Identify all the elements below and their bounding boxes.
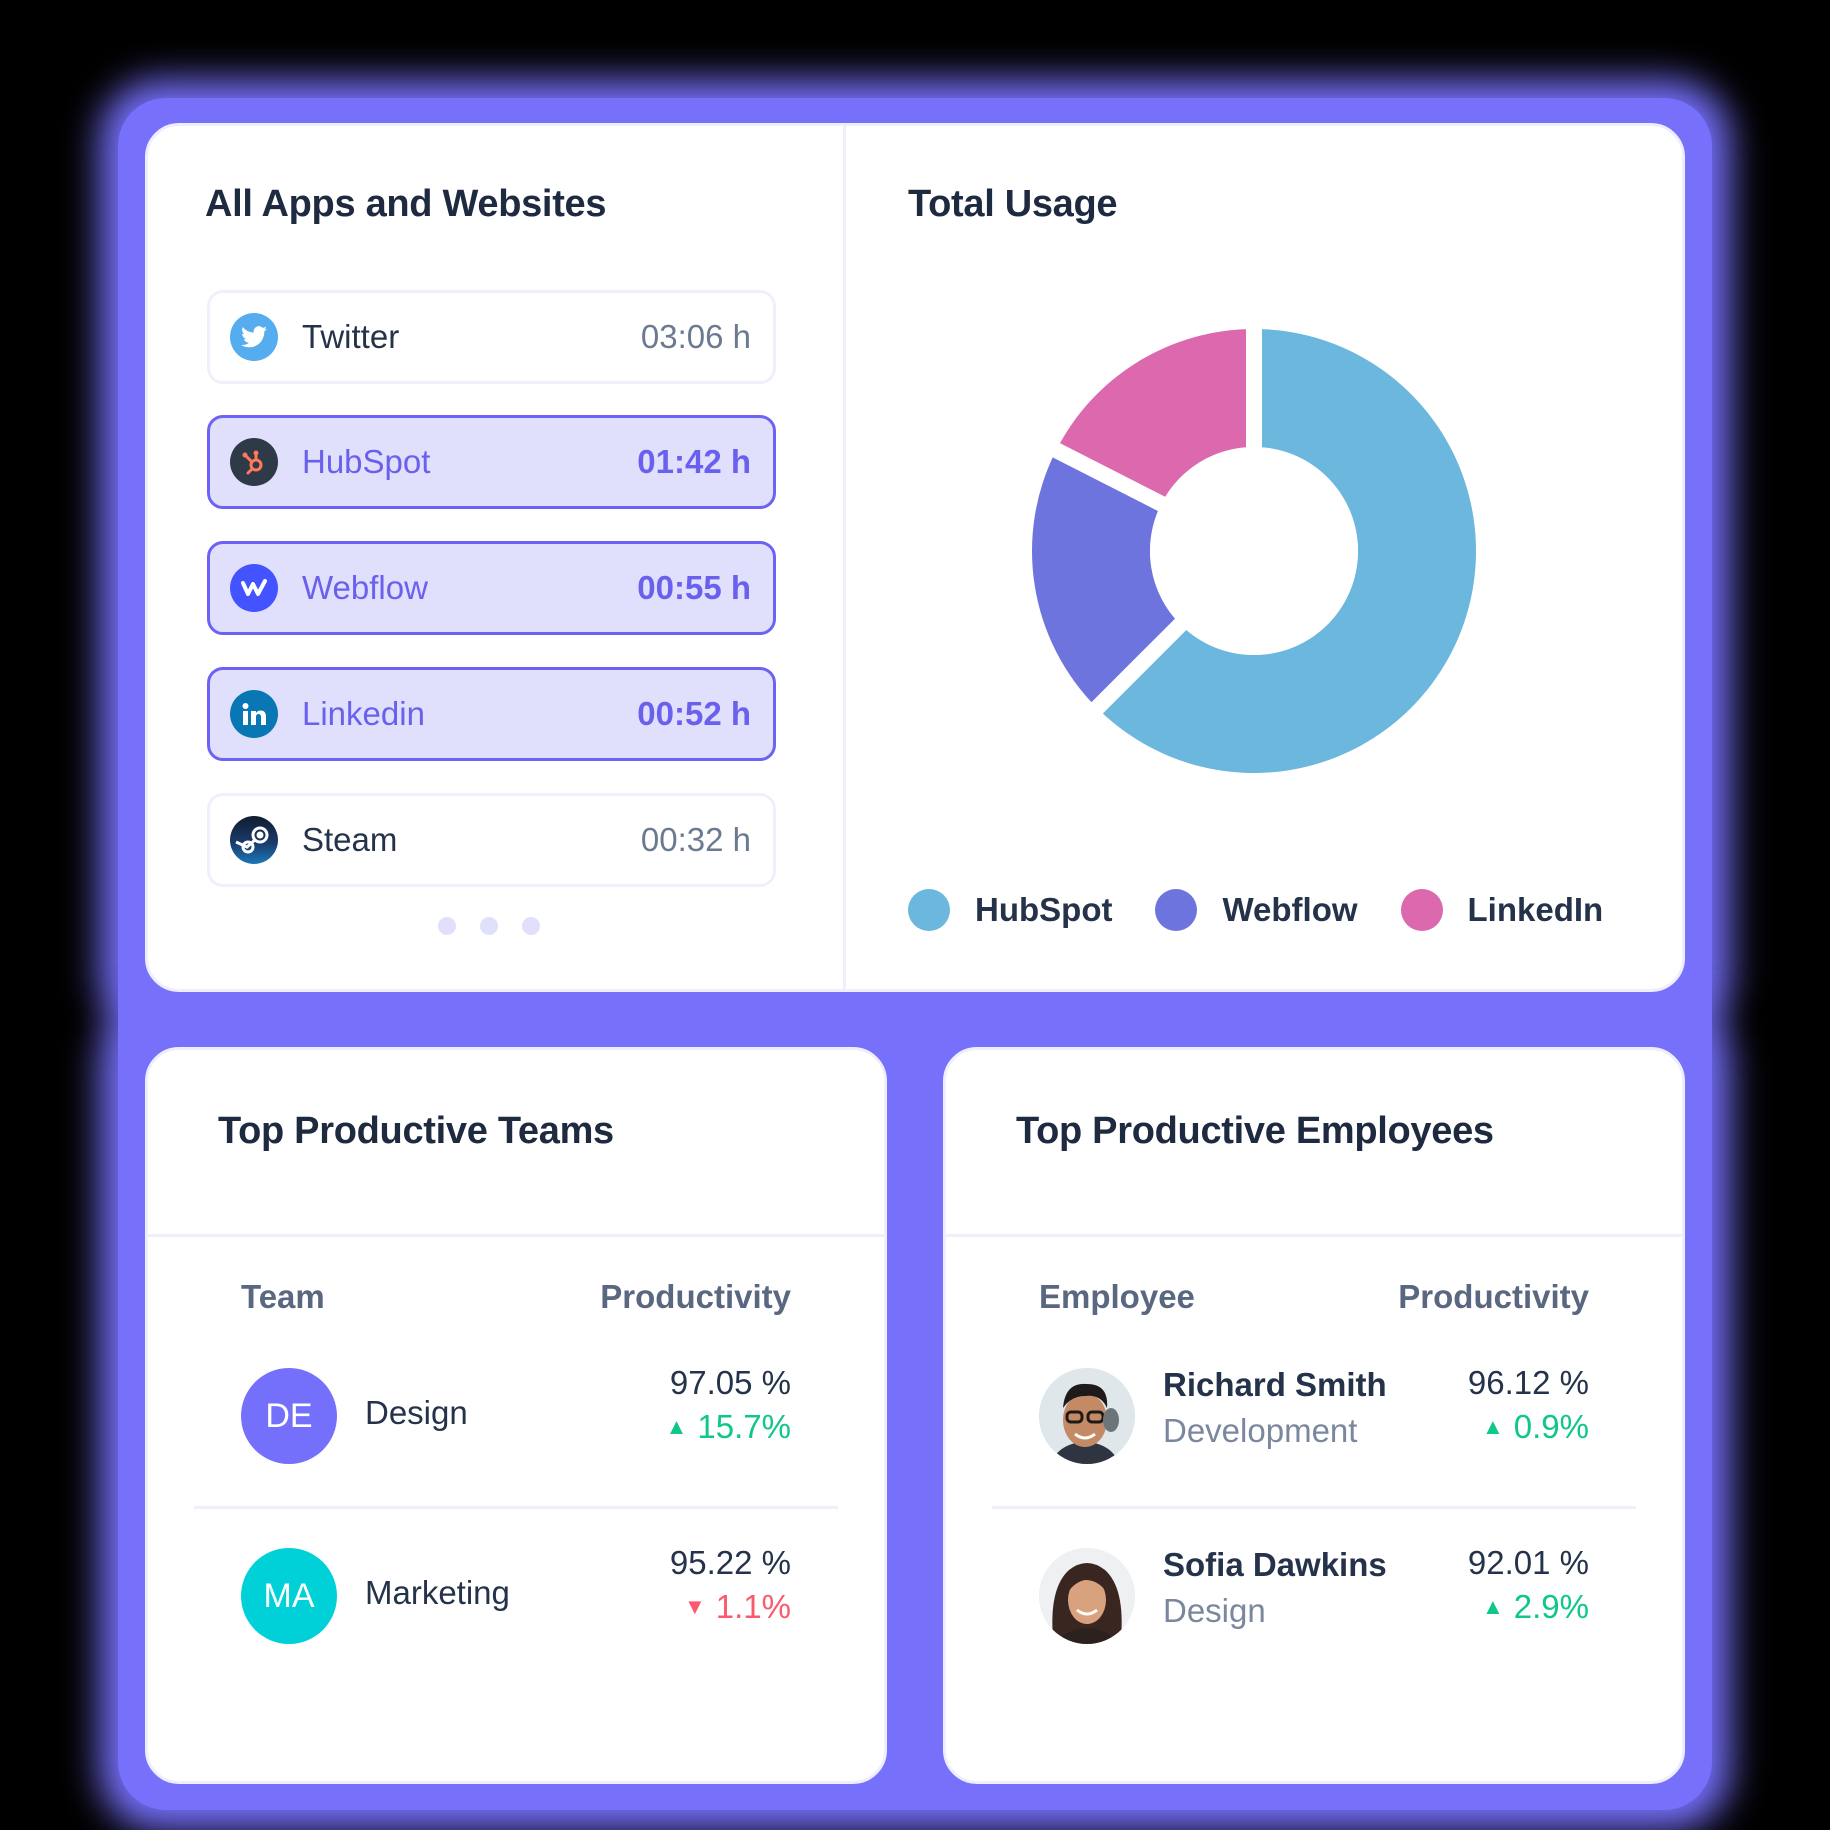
col-header-productivity: Productivity [600, 1278, 791, 1315]
legend-item-webflow[interactable]: Webflow [1155, 889, 1358, 931]
delta-value: 0.9% [1513, 1408, 1589, 1445]
legend-dot [1400, 889, 1443, 931]
apps-title: All Apps and Websites [205, 183, 607, 225]
app-time: 03:06 h [640, 318, 751, 355]
employee-department: Design [1163, 1592, 1266, 1629]
webflow-icon [230, 564, 278, 612]
legend-label: HubSpot [975, 891, 1113, 928]
app-time: 00:32 h [640, 821, 751, 858]
pagination [438, 917, 540, 935]
donut-slice-webflow[interactable] [1032, 450, 1181, 708]
app-name: Steam [302, 821, 398, 858]
trend-up-icon: ▲ [665, 1414, 688, 1439]
avatar [1039, 1548, 1135, 1644]
employee-row[interactable]: Richard Smith Development 96.12 % ▲ 0.9% [946, 1364, 1682, 1464]
app-time: 01:42 h [637, 443, 751, 480]
app-time: 00:55 h [637, 569, 751, 606]
team-row[interactable]: DE Design 97.05 % ▲ 15.7% [148, 1364, 884, 1464]
legend-label: LinkedIn [1467, 891, 1604, 928]
productivity-delta: ▲ 15.7% [666, 1408, 791, 1446]
page-dot-2[interactable] [480, 917, 498, 935]
team-name: Design [365, 1394, 468, 1431]
productivity-delta: ▲ 0.9% [1482, 1408, 1589, 1446]
steam-icon [230, 816, 278, 864]
team-row[interactable]: MA Marketing 95.22 % ▼ 1.1% [148, 1544, 884, 1644]
donut-hole [1150, 447, 1358, 655]
productivity-value: 96.12 % [1467, 1364, 1589, 1401]
app-row-webflow[interactable]: Webflow 00:55 h [207, 541, 776, 635]
team-name: Marketing [365, 1574, 510, 1611]
productivity-delta: ▼ 1.1% [684, 1588, 791, 1626]
teams-title: Top Productive Teams [218, 1110, 614, 1152]
employee-department: Development [1163, 1412, 1358, 1449]
productivity-value: 92.01 % [1467, 1544, 1589, 1581]
row-divider [992, 1506, 1636, 1509]
usage-title: Total Usage [908, 183, 1118, 225]
twitter-icon [230, 313, 278, 361]
col-header-productivity: Productivity [1398, 1278, 1589, 1315]
teams-card: Top Productive Teams Team Productivity D… [145, 1047, 887, 1784]
delta-value: 2.9% [1513, 1588, 1589, 1625]
employee-row[interactable]: Sofia Dawkins Design 92.01 % ▲ 2.9% [946, 1544, 1682, 1644]
app-name: HubSpot [302, 443, 431, 480]
app-row-linkedin[interactable]: Linkedin 00:52 h [207, 667, 776, 761]
productivity-value: 95.22 % [669, 1544, 791, 1581]
trend-up-icon: ▲ [1482, 1594, 1504, 1619]
legend-item-hubspot[interactable]: HubSpot [908, 889, 1112, 931]
app-row-twitter[interactable]: Twitter 03:06 h [207, 290, 776, 384]
legend-dot [1155, 889, 1198, 931]
row-divider [194, 1506, 838, 1509]
productivity-value: 97.05 % [669, 1364, 791, 1401]
employee-name: Sofia Dawkins [1163, 1546, 1387, 1583]
hubspot-icon [230, 438, 278, 486]
donut-slice-linkedin[interactable] [1056, 329, 1254, 504]
trend-up-icon: ▲ [1482, 1414, 1504, 1439]
app-time: 00:52 h [637, 695, 751, 732]
header-divider [946, 1234, 1682, 1237]
employee-name: Richard Smith [1163, 1366, 1387, 1403]
app-row-hubspot[interactable]: HubSpot 01:42 h [207, 415, 776, 509]
avatar [1039, 1368, 1135, 1464]
delta-value: 1.1% [715, 1588, 791, 1625]
legend-label: Webflow [1222, 891, 1358, 928]
linkedin-icon [230, 690, 278, 738]
donut-chart [1032, 326, 1476, 773]
col-header-team: Team [241, 1278, 325, 1315]
legend-dot [908, 889, 950, 931]
col-header-employee: Employee [1039, 1278, 1195, 1315]
vertical-divider [843, 126, 846, 989]
header-divider [148, 1234, 884, 1237]
app-name: Twitter [302, 318, 400, 355]
trend-down-icon: ▼ [684, 1594, 706, 1619]
app-name: Linkedin [302, 695, 425, 732]
employees-card: Top Productive Employees Employee Produc… [943, 1047, 1685, 1784]
app-row-steam[interactable]: Steam 00:32 h [207, 793, 776, 887]
avatar: MA [241, 1548, 337, 1644]
app-name: Webflow [302, 569, 428, 606]
avatar: DE [241, 1368, 337, 1464]
usage-card: All Apps and Websites Twitter 03:06 h Hu… [145, 123, 1685, 992]
legend-item-linkedin[interactable]: LinkedIn [1400, 889, 1604, 931]
donut-slice-hubspot[interactable] [1097, 329, 1476, 773]
delta-value: 15.7% [697, 1408, 791, 1445]
employees-title: Top Productive Employees [1016, 1110, 1494, 1152]
productivity-delta: ▲ 2.9% [1482, 1588, 1589, 1626]
page-dot-3[interactable] [522, 917, 540, 935]
chart-legend: HubSpot Webflow LinkedIn [908, 889, 1646, 931]
page-dot-1[interactable] [438, 917, 456, 935]
